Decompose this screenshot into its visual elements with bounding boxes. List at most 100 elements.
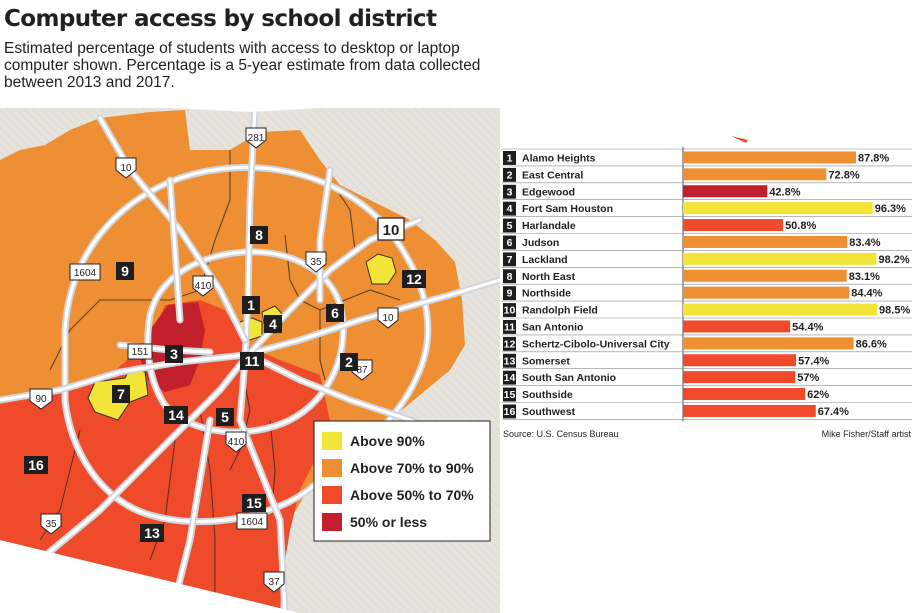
bar [683,404,816,417]
row-number: 3 [507,186,513,198]
highway-shield-281: 281 [245,127,267,149]
row-number-box [503,252,516,267]
legend-item-above-50-to-70: Above 50% to 70% [322,486,474,504]
row-number: 16 [504,406,516,418]
svg-text:151: 151 [132,347,149,358]
row-number: 14 [504,372,516,384]
category-label: Alamo Heights [522,152,596,164]
svg-text:1604: 1604 [241,517,264,528]
legend-item-above-90: Above 90% [322,432,425,450]
row-number-box [503,370,516,385]
row-number: 6 [507,237,513,249]
category-label: Schertz-Cibolo-Universal City [522,338,670,350]
credit-note: Mike Fisher/Staff artist [822,429,912,439]
category-label: East Central [522,169,583,181]
district-label-2: 2 [340,353,358,371]
district-label-7: 7 [112,385,130,403]
row-number-box [503,320,516,334]
row-number-box [503,286,516,301]
highway-shield-37: 37 [263,571,285,593]
svg-text:Above 70% to 90%: Above 70% to 90% [350,460,474,476]
category-label: Randolph Field [522,305,598,317]
row-number-box [503,201,516,216]
svg-text:50% or less: 50% or less [350,514,427,530]
value-label: 67.4% [818,406,849,418]
category-label: San Antonio [522,321,583,333]
category-label: Lackland [522,254,568,266]
row-number-box [503,387,516,402]
bar [683,388,806,401]
svg-text:14: 14 [168,407,184,423]
category-label: Southside [522,389,573,401]
row-number: 13 [504,355,516,367]
svg-text:2: 2 [345,354,353,370]
category-label: Harlandale [522,220,576,232]
highway-shield-10-north: 10 [115,157,137,179]
row-number-box [503,151,516,165]
svg-text:Above 90%: Above 90% [350,433,425,449]
highway-shield-410-south: 410 [225,431,247,453]
district-label-5: 5 [216,408,234,426]
highway-shield-10-east: 10 [377,307,399,329]
legend-item-50-or-less: 50% or less [322,513,427,531]
highway-shield-1604-west: 1604 [69,263,101,281]
category-label: Fort Sam Houston [522,203,613,215]
row-number-box [503,218,516,233]
row-number-box [503,336,516,351]
decorative-marker [731,136,748,143]
svg-text:3: 3 [170,346,178,362]
row-number-box [503,353,516,368]
highway-shield-35-north: 35 [305,251,327,273]
value-label: 54.4% [792,321,823,333]
bar [683,168,827,181]
svg-text:6: 6 [331,305,339,321]
value-label: 98.5% [879,305,910,317]
value-label: 87.8% [858,152,889,164]
row-number: 4 [507,203,513,215]
highway-shield-1604-south: 1604 [236,512,268,530]
bar [683,252,877,265]
svg-text:37: 37 [268,577,280,588]
chart-title: Computer access by school district [4,6,437,32]
value-label: 57.4% [798,355,829,367]
row-number: 9 [507,288,513,300]
category-label: South San Antonio [522,372,616,384]
district-label-12: 12 [402,270,426,288]
category-label: Northside [522,288,571,300]
category-label: Judson [522,237,559,249]
highway-shield-410-north: 410 [192,275,214,297]
category-label: Somerset [522,355,570,367]
district-label-8: 8 [250,226,268,244]
value-label: 72.8% [828,169,859,181]
svg-text:410: 410 [195,281,212,292]
svg-text:10: 10 [120,163,132,174]
svg-text:16: 16 [28,457,44,473]
bar [683,202,873,215]
source-note: Source: U.S. Census Bureau [503,429,619,439]
bar [683,235,848,248]
svg-text:4: 4 [269,316,277,332]
category-label: Edgewood [522,186,575,198]
svg-text:9: 9 [121,263,129,279]
chart-subtitle: Estimated percentage of students with ac… [4,40,481,91]
value-label: 98.2% [878,254,909,266]
svg-text:90: 90 [35,394,47,405]
category-label: North East [522,271,576,283]
legend-item-above-70-to-90: Above 70% to 90% [322,459,474,477]
district-map: 281 10 1604 410 35 10 151 90 87 410 35 [0,108,500,613]
svg-text:11: 11 [245,353,260,369]
category-label: Southwest [522,406,576,418]
value-label: 62% [807,389,829,401]
district-label-6: 6 [326,304,344,322]
svg-text:1604: 1604 [74,268,97,279]
region-above-50-to-70 [0,300,330,613]
district-label-1: 1 [242,296,260,314]
bar [683,219,784,232]
bar [683,354,797,367]
highway-shield-90: 90 [29,388,53,410]
svg-text:7: 7 [117,386,125,402]
bar [683,337,854,350]
svg-text:10: 10 [383,222,400,239]
svg-text:13: 13 [144,525,160,541]
